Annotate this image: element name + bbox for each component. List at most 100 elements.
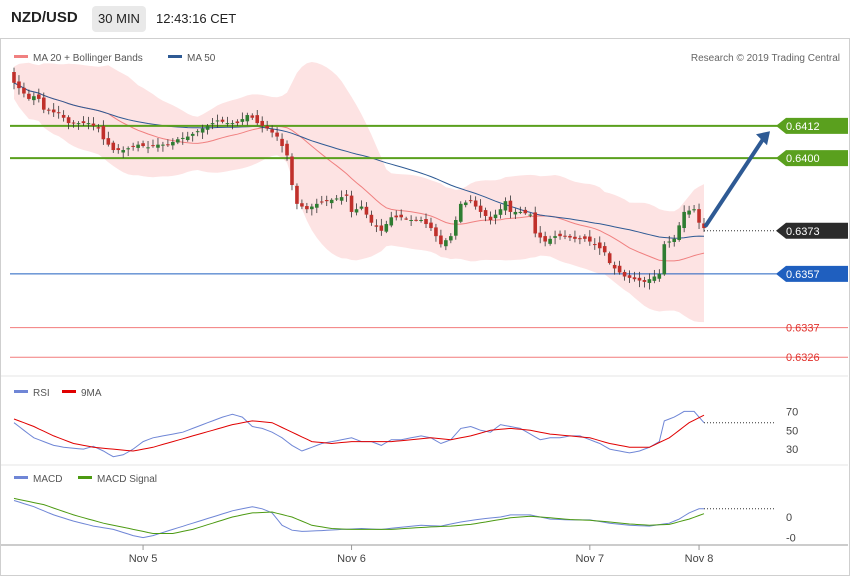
grid-layer	[1, 375, 848, 550]
candle-body	[627, 275, 632, 278]
candle-body	[354, 209, 359, 213]
candle-body	[37, 94, 41, 99]
candle-body	[429, 222, 433, 229]
candle-body	[329, 199, 334, 204]
level-label-3: 0.6337	[786, 323, 820, 335]
level-label-4: 0.6326	[786, 352, 820, 364]
candle-body	[702, 223, 706, 229]
candle-body	[677, 225, 681, 240]
candle-body	[116, 148, 121, 151]
candle-body	[493, 214, 498, 219]
candle-body	[230, 123, 235, 125]
candle-body	[166, 144, 170, 146]
candle-body	[349, 195, 354, 212]
main-legend: MA 20 + Bollinger Bands MA 50 Research ©…	[14, 53, 840, 64]
candle-body	[12, 72, 16, 83]
candle-body	[71, 122, 76, 124]
x-tick-label: Nov 7	[575, 553, 604, 565]
candle-body	[364, 206, 369, 215]
candle-body	[141, 143, 145, 146]
candle-body	[250, 115, 255, 118]
levels-layer	[10, 124, 848, 358]
rsi-legend-label: RSI	[33, 388, 50, 399]
bollinger-legend-swatch	[14, 55, 28, 58]
candle-body	[374, 225, 379, 227]
x-tick-label: Nov 5	[129, 553, 158, 565]
symbol-title: NZD/USD	[11, 9, 78, 26]
candle-body	[76, 123, 81, 125]
candle-body	[473, 200, 478, 207]
candle-body	[404, 218, 408, 220]
candle-body	[81, 121, 86, 124]
candle-body	[409, 220, 413, 221]
candle-body	[300, 203, 304, 207]
candle-body	[270, 129, 274, 133]
candle-body	[612, 264, 617, 269]
indicators-layer	[13, 410, 776, 539]
candle-body	[319, 201, 324, 203]
rsi-line	[13, 410, 705, 458]
candle-body	[86, 123, 91, 125]
candle-body	[553, 236, 557, 238]
candle-body	[682, 211, 686, 229]
candle-body	[344, 194, 349, 196]
candle-body	[389, 217, 394, 226]
candle-body	[508, 200, 513, 212]
candle-body	[483, 210, 488, 216]
macd-line	[13, 500, 704, 539]
candle-body	[106, 138, 111, 145]
candle-body	[478, 205, 483, 212]
candle-body	[528, 214, 533, 216]
level-tag-1	[776, 150, 848, 167]
bollinger-legend-label: MA 20 + Bollinger Bands	[33, 53, 143, 64]
candle-body	[414, 219, 418, 221]
candle-body	[41, 97, 46, 110]
candle-body	[558, 233, 562, 237]
candle-body	[419, 220, 423, 221]
candle-body	[439, 235, 443, 245]
candle-body	[498, 209, 503, 215]
candle-body	[384, 224, 389, 232]
candle-body	[424, 219, 428, 225]
candle-body	[503, 201, 508, 211]
candle-body	[280, 138, 284, 146]
candle-body	[597, 242, 602, 249]
candle-body	[523, 209, 528, 214]
macd-legend-swatch	[14, 476, 28, 479]
candle-body	[240, 119, 245, 122]
candle-body	[315, 203, 319, 208]
current-price-tag	[776, 222, 848, 239]
clock-readout: 12:43:16 CET	[156, 11, 237, 26]
candle-body	[538, 232, 542, 238]
candle-body	[533, 212, 538, 234]
candle-body	[215, 120, 220, 122]
ma50-line	[13, 82, 705, 239]
candle-body	[692, 209, 696, 211]
chart-header: NZD/USD 30 MIN 12:43:16 CET	[0, 0, 850, 40]
candle-body	[339, 197, 344, 201]
candle-body	[27, 93, 31, 99]
candle-body	[672, 238, 677, 243]
candle-body	[190, 133, 195, 136]
research-credit: Research © 2019 Trading Central	[691, 53, 840, 64]
candle-body	[17, 81, 21, 89]
timeframe-badge[interactable]: 30 MIN	[92, 6, 146, 32]
candle-body	[687, 210, 691, 215]
candle-body	[563, 235, 567, 237]
candle-body	[647, 279, 652, 283]
candle-body	[657, 273, 662, 279]
candle-body	[245, 115, 250, 122]
candle-body	[176, 139, 180, 143]
candle-body	[324, 200, 329, 202]
candle-body	[101, 125, 106, 140]
candle-body	[548, 238, 552, 244]
candle-body	[667, 241, 672, 243]
rsi-tick-label: 70	[786, 406, 798, 418]
candle-body	[265, 125, 269, 129]
rsi-tick-label: 50	[786, 425, 798, 437]
candle-body	[359, 206, 364, 209]
candle-body	[449, 236, 453, 241]
candle-body	[121, 150, 126, 153]
